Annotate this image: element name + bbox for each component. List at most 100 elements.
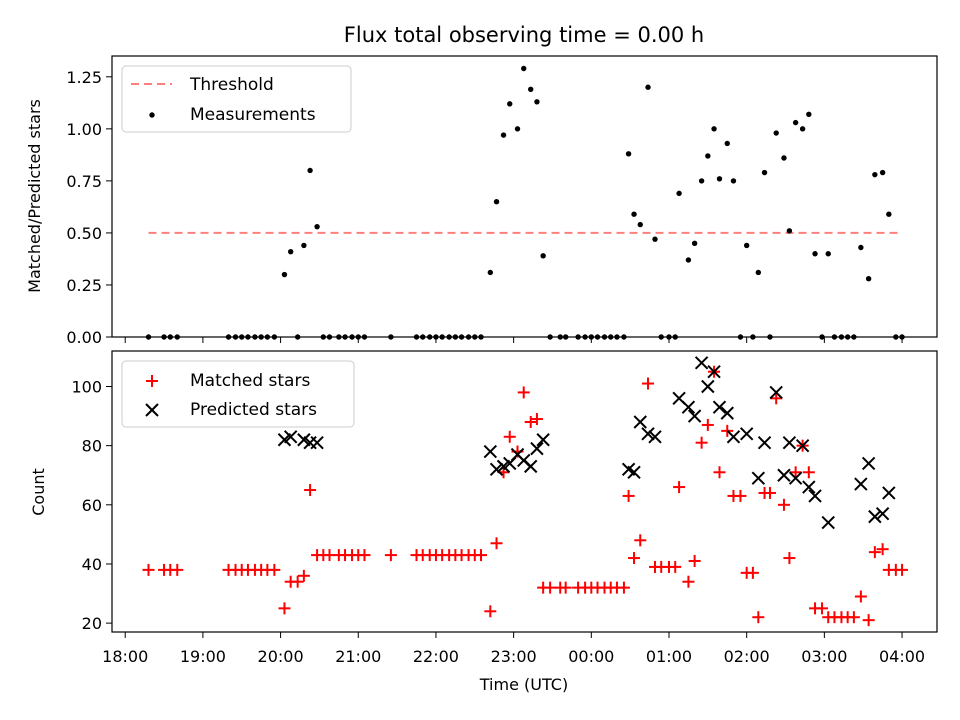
predicted-x-b — [641, 427, 655, 441]
predicted-x-b — [524, 459, 538, 474]
matched-star-point — [713, 466, 726, 479]
matched-star-point — [628, 552, 641, 565]
predicted-x-b — [726, 430, 741, 444]
matched-star-point — [746, 566, 759, 579]
measurement-point — [825, 251, 831, 257]
matched-star-point — [291, 575, 304, 588]
matched-star-point — [688, 555, 701, 568]
y-tick-label-top: 0.75 — [66, 172, 102, 191]
matched-star-point — [752, 611, 765, 624]
y-axis-label-bottom: Count — [29, 468, 48, 516]
matched-star-point — [682, 575, 695, 588]
matched-star-point — [474, 549, 487, 562]
measurement-point — [645, 84, 651, 90]
predicted-x-b — [621, 462, 636, 477]
predicted-star-point — [720, 406, 734, 420]
legend-bottom: Matched stars Predicted stars — [121, 360, 355, 428]
predicted-x-b — [751, 471, 766, 485]
matched-star-point — [854, 590, 867, 603]
matched-star-point — [701, 418, 714, 431]
measurement-point — [691, 240, 698, 247]
predicted-x-b — [310, 435, 324, 450]
axes-frame-top — [111, 55, 938, 338]
measurement-point — [879, 169, 886, 176]
top-y-ticks: 0.00 0.25 0.50 0.75 1.00 1.25 — [66, 68, 112, 347]
measurement-point — [631, 211, 637, 217]
matched-star-point — [695, 436, 708, 449]
measurement-point — [493, 199, 500, 205]
predicted-x-b — [687, 409, 702, 423]
axes-top: 0.00 0.25 0.50 0.75 1.00 1.25 Matched/Predict… — [25, 55, 938, 347]
y-tick-label-bottom: 40 — [82, 555, 102, 574]
predicted-x-b — [808, 489, 822, 503]
top-series-layer — [145, 65, 905, 340]
predicted-star-point — [627, 465, 641, 479]
predicted-x-b — [720, 406, 734, 420]
measurement-point — [786, 228, 793, 234]
matched-star-point — [544, 581, 557, 594]
matched-star-point — [304, 484, 317, 497]
measurement-point — [528, 86, 534, 93]
predicted-star-point — [712, 400, 727, 414]
x-tick-label: 19:00 — [180, 647, 226, 666]
legend-measurements-label: Measurements — [190, 105, 316, 125]
measurement-point — [637, 221, 643, 228]
matched-star-point — [634, 534, 647, 547]
legend-predicted-swatch — [145, 403, 159, 417]
matched-star-point — [847, 611, 860, 624]
predicted-x-b — [536, 433, 550, 447]
predicted-star-point — [687, 409, 702, 423]
predicted-star-point — [648, 430, 662, 444]
predicted-star-point — [726, 430, 741, 444]
matched-star-point — [517, 386, 530, 399]
legend-matched-label: Matched stars — [190, 371, 310, 391]
matched-star-point — [669, 560, 682, 573]
predicted-star-point — [524, 459, 538, 474]
predicted-star-point — [739, 427, 754, 441]
x-tick-label: 22:00 — [413, 647, 459, 666]
matched-star-point — [268, 563, 281, 576]
bottom-y-ticks: 20 40 60 80 100 — [71, 377, 112, 633]
predicted-x-b — [868, 509, 882, 524]
predicted-x-b — [795, 438, 810, 453]
matched-star-point — [721, 424, 734, 437]
predicted-star-point — [802, 480, 816, 494]
predicted-x-b — [707, 364, 721, 379]
predicted-x-b — [782, 435, 797, 450]
predicted-x-b — [510, 447, 525, 462]
y-tick-label-bottom: 80 — [82, 437, 102, 456]
matched-star-point — [642, 377, 655, 390]
legend-box-bottom — [121, 360, 355, 428]
legend-top: Threshold Measurements — [121, 65, 352, 133]
predicted-star-point — [530, 441, 544, 456]
matched-star-point — [777, 498, 790, 511]
predicted-x-b — [769, 385, 783, 400]
axes-frame-bottom — [111, 350, 938, 633]
predicted-star-point — [681, 400, 696, 414]
measurement-point — [500, 132, 507, 138]
measurement-point — [540, 253, 546, 259]
matched-star-point — [530, 413, 543, 426]
matched-star-point — [559, 581, 572, 594]
predicted-star-point — [861, 456, 876, 471]
legend-threshold-label: Threshold — [189, 75, 274, 95]
y-tick-label-top: 1.25 — [66, 68, 102, 87]
y-tick-label-bottom: 60 — [82, 496, 102, 515]
y-axis-label-top: Matched/Predicted stars — [25, 99, 44, 293]
y-tick-label-top: 0.25 — [66, 276, 102, 295]
predicted-x-b — [483, 444, 498, 459]
x-tick-label: 02:00 — [724, 647, 770, 666]
measurement-point — [507, 101, 513, 107]
measurement-point — [858, 244, 864, 251]
predicted-star-point — [875, 506, 890, 521]
measurement-point — [652, 236, 658, 242]
matched-star-point — [490, 537, 503, 550]
measurement-point — [812, 251, 818, 257]
measurement-point — [743, 242, 750, 249]
x-axis-label: Time (UTC) — [479, 675, 568, 694]
predicted-x-b — [821, 515, 835, 530]
x-tick-label: 21:00 — [335, 647, 381, 666]
matched-star-point — [876, 543, 889, 556]
x-tick-label: 18:00 — [102, 647, 148, 666]
